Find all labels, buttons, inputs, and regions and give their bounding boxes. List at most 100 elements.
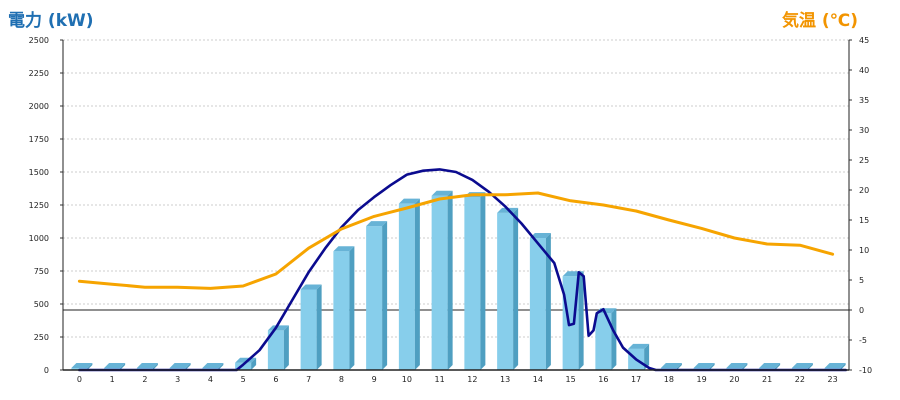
x-tick-label: 11	[435, 375, 445, 384]
bar-side	[676, 363, 682, 370]
right-tick-label: 40	[859, 66, 869, 75]
x-axis-ticks: 0 1 2 3 4 5 6 7 8 9 10 11 12 13 14 15 16 17 18 19 20 21 22 23	[77, 375, 838, 384]
bar-side	[87, 363, 93, 370]
bar-front	[464, 197, 481, 370]
right-tick-label: 0	[859, 306, 864, 315]
bar-top	[693, 363, 715, 369]
bar-front	[235, 362, 252, 370]
right-axis-ticks: -10 -5 0 5 10 15 20 25 30 35 40 45	[849, 36, 872, 375]
bar-side	[775, 363, 781, 370]
bar-side	[709, 363, 715, 370]
bar-side	[382, 221, 388, 370]
bar-front	[562, 276, 579, 370]
left-axis-ticks: 0 250 500 750 1000 1250 1500 1750 2000 2250 2500	[29, 36, 63, 375]
bar-side	[283, 325, 289, 370]
right-tick-label: 20	[859, 186, 869, 195]
bar-side	[218, 363, 224, 370]
right-tick-label: 10	[859, 246, 869, 255]
x-tick-label: 5	[241, 375, 246, 384]
bar-side	[120, 363, 126, 370]
bar-side	[611, 308, 617, 370]
bar-front	[595, 313, 612, 370]
bar-top	[366, 221, 388, 227]
x-tick-label: 0	[77, 375, 82, 384]
bar-front	[398, 203, 415, 370]
bar-top	[529, 233, 551, 238]
power-line	[78, 168, 848, 372]
right-tick-label: 15	[859, 216, 869, 225]
left-tick-label: 0	[44, 366, 49, 375]
bar-side	[316, 284, 322, 370]
x-tick-label: 16	[598, 375, 608, 384]
power-bar	[562, 271, 584, 370]
bar-top	[136, 363, 158, 369]
x-tick-label: 6	[273, 375, 278, 384]
bar-top	[660, 363, 682, 369]
right-tick-label: 45	[859, 36, 869, 45]
right-tick-label: 30	[859, 126, 869, 135]
x-tick-label: 4	[208, 375, 213, 384]
bar-top	[398, 198, 420, 204]
right-tick-label: 5	[859, 276, 864, 285]
power-bar	[595, 308, 617, 370]
power-bar	[333, 246, 355, 370]
bar-top	[71, 363, 93, 369]
left-tick-label: 2000	[29, 102, 49, 111]
bar-side	[742, 363, 748, 370]
bar-side	[644, 343, 650, 370]
power-bar	[366, 221, 388, 370]
bar-top	[333, 246, 355, 252]
left-tick-label: 1750	[29, 135, 49, 144]
right-tick-label: 35	[859, 96, 869, 105]
x-tick-label: 17	[631, 375, 641, 384]
x-tick-label: 22	[795, 375, 805, 384]
x-tick-label: 1	[110, 375, 115, 384]
right-tick-label: -10	[859, 366, 872, 375]
power-bar	[267, 325, 289, 370]
bar-front	[300, 289, 317, 370]
x-tick-label: 3	[175, 375, 180, 384]
left-tick-label: 750	[34, 267, 49, 276]
power-bar	[497, 207, 519, 370]
bar-side	[349, 246, 355, 370]
right-tick-label: -5	[859, 336, 867, 345]
x-tick-label: 2	[142, 375, 147, 384]
lines	[77, 168, 848, 372]
bar-front	[497, 212, 514, 370]
bar-top	[169, 363, 191, 369]
left-tick-label: 1250	[29, 201, 49, 210]
x-tick-label: 8	[339, 375, 344, 384]
bar-top	[104, 363, 126, 369]
axes	[62, 40, 850, 371]
power-bar	[300, 284, 322, 370]
x-tick-label: 15	[566, 375, 576, 384]
bar-top	[759, 363, 781, 369]
bar-side	[807, 363, 813, 370]
bar-side	[447, 190, 453, 370]
left-tick-label: 250	[34, 333, 49, 342]
x-tick-label: 13	[500, 375, 510, 384]
power-bar	[398, 198, 420, 370]
bar-top	[431, 190, 453, 196]
left-tick-label: 2500	[29, 36, 49, 45]
bar-front	[431, 195, 448, 370]
bar-side	[185, 363, 191, 370]
bar-side	[840, 363, 846, 370]
bar-top	[628, 343, 650, 349]
bar-side	[152, 363, 158, 370]
left-tick-label: 1500	[29, 168, 49, 177]
right-tick-label: 25	[859, 156, 869, 165]
x-tick-label: 9	[372, 375, 377, 384]
power-bar	[431, 190, 453, 370]
x-tick-label: 7	[306, 375, 311, 384]
x-tick-label: 14	[533, 375, 543, 384]
right-axis-title: 気温 (℃)	[781, 11, 858, 31]
x-tick-label: 18	[664, 375, 674, 384]
bar-top	[726, 363, 748, 369]
bar-side	[414, 198, 420, 370]
grid-lines	[63, 39, 849, 338]
x-tick-label: 23	[828, 375, 838, 384]
temperature-line	[77, 191, 835, 290]
x-tick-label: 19	[697, 375, 707, 384]
